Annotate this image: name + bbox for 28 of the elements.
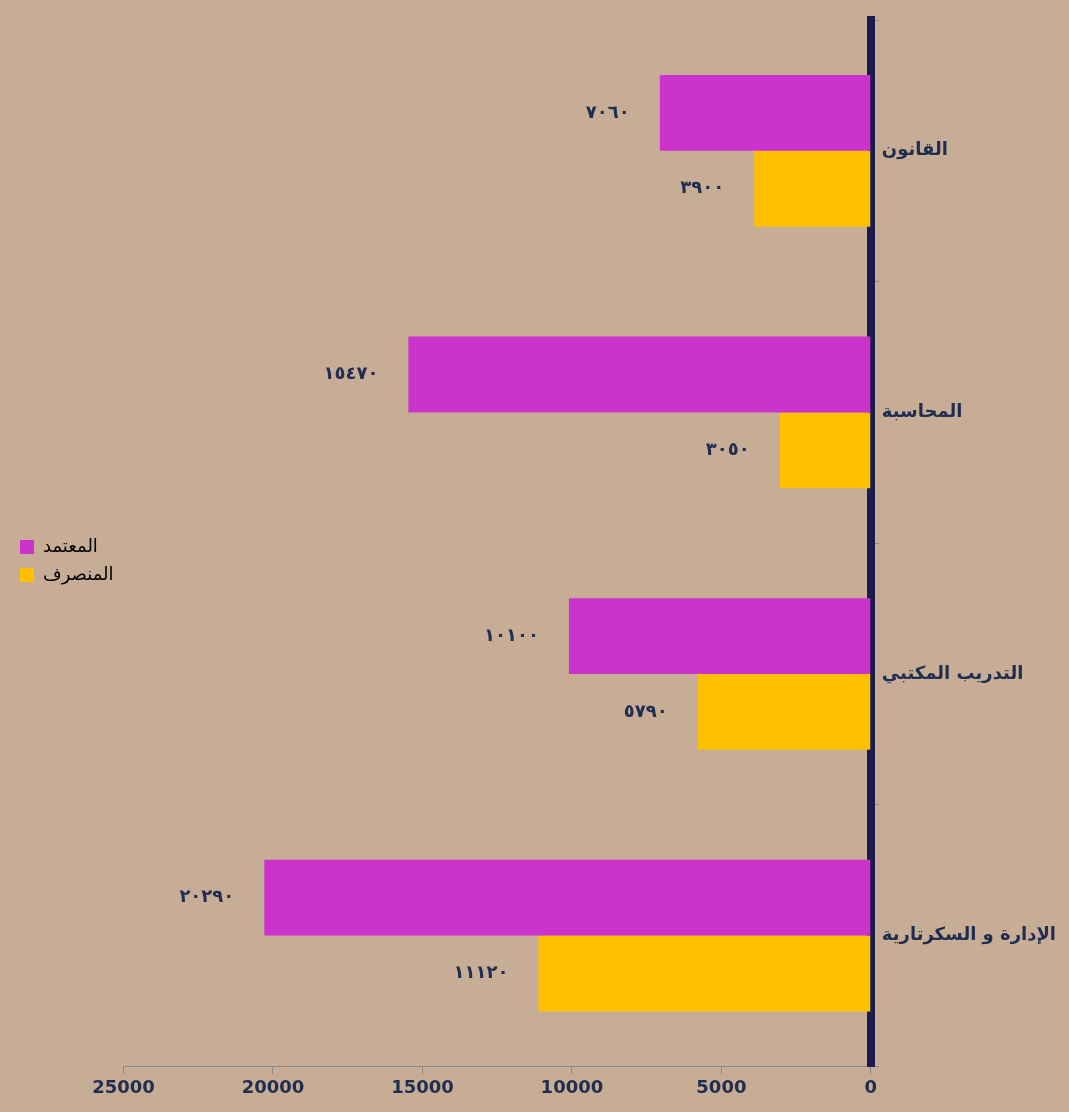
x-tick-label: 10000 <box>540 1075 604 1097</box>
x-tick-label: 15000 <box>391 1075 454 1097</box>
y-tick-label: التدريب المكتبي <box>881 661 1024 684</box>
bar <box>659 74 871 151</box>
data-label: ٧٠٦٠ <box>585 100 630 122</box>
bar <box>754 150 871 227</box>
x-tick-label: 20000 <box>241 1075 305 1097</box>
bar <box>408 336 871 413</box>
bar <box>538 935 871 1012</box>
y-tick-label: القانون <box>881 138 948 161</box>
data-label: ٥٧٩٠ <box>623 699 668 721</box>
y-tick-label: الإدارة و السكرتارية <box>881 923 1056 946</box>
data-label: ٢٠٢٩٠ <box>179 885 235 907</box>
legend-label: المعتمد <box>43 534 98 556</box>
bar <box>264 859 871 936</box>
bar <box>568 598 871 674</box>
legend-label: المنصرف <box>43 562 114 585</box>
data-label: ١٥٤٧٠ <box>323 362 379 384</box>
data-label: ١٠١٠٠ <box>483 623 539 645</box>
x-tick-label: 25000 <box>92 1075 155 1097</box>
data-label: ١١١٢٠ <box>453 961 509 983</box>
y-tick-label: المحاسبة <box>881 400 963 422</box>
bar <box>779 412 871 489</box>
bar <box>697 674 871 750</box>
data-label: ٣٠٥٠ <box>705 438 750 459</box>
x-tick-label: 5000 <box>696 1075 747 1097</box>
data-label: ٣٩٠٠ <box>680 176 725 198</box>
x-tick-label: 0 <box>864 1075 878 1097</box>
